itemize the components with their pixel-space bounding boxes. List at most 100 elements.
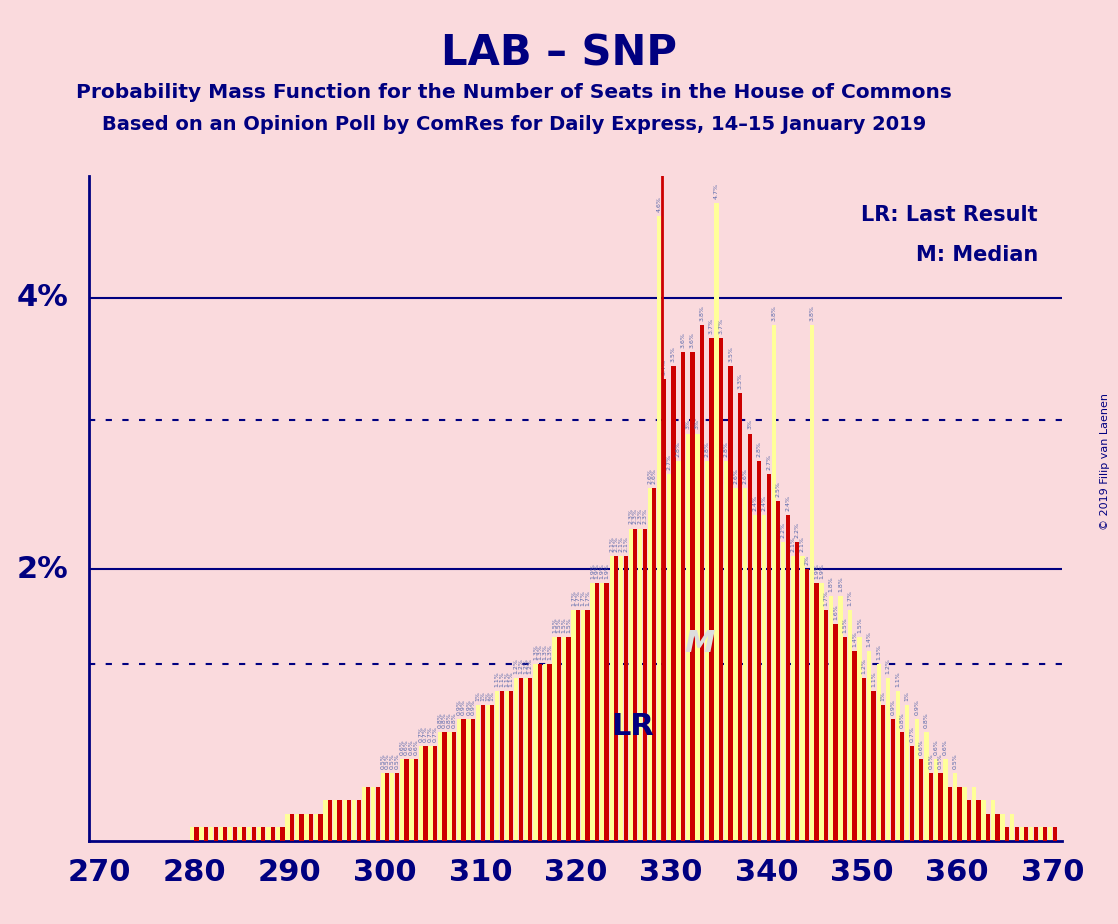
Bar	[218, 827, 222, 841]
Bar	[257, 827, 260, 841]
Bar	[571, 610, 576, 841]
Text: 0.9%: 0.9%	[461, 699, 466, 714]
Bar	[847, 610, 852, 841]
Bar	[743, 488, 747, 841]
Bar	[500, 691, 504, 841]
Text: 1.8%: 1.8%	[828, 577, 834, 592]
Text: 3%: 3%	[747, 419, 752, 430]
Bar	[633, 529, 637, 841]
Bar	[481, 705, 485, 841]
Text: Based on an Opinion Poll by ComRes for Daily Express, 14–15 January 2019: Based on an Opinion Poll by ComRes for D…	[102, 116, 927, 135]
Text: 0.5%: 0.5%	[390, 753, 395, 769]
Bar	[929, 773, 934, 841]
Text: 1.1%: 1.1%	[871, 672, 877, 687]
Text: 1.5%: 1.5%	[557, 617, 561, 633]
Text: 2.6%: 2.6%	[647, 468, 652, 484]
Text: 2.1%: 2.1%	[799, 536, 805, 552]
Bar	[414, 760, 418, 841]
Bar	[614, 555, 618, 841]
Bar	[314, 814, 319, 841]
Bar	[443, 732, 447, 841]
Text: 2.6%: 2.6%	[733, 468, 738, 484]
Text: 3%: 3%	[695, 419, 700, 430]
Bar	[338, 800, 342, 841]
Bar	[238, 827, 241, 841]
Bar	[938, 773, 942, 841]
Text: 3.5%: 3.5%	[728, 346, 733, 361]
Bar	[638, 529, 643, 841]
Text: 0.8%: 0.8%	[452, 712, 456, 728]
Text: 1%: 1%	[490, 691, 494, 701]
Bar	[771, 325, 776, 841]
Text: 1.3%: 1.3%	[538, 644, 542, 661]
Text: 2.3%: 2.3%	[633, 508, 637, 525]
Text: 3.6%: 3.6%	[681, 332, 685, 348]
Bar	[781, 542, 786, 841]
Text: 3.3%: 3.3%	[738, 372, 742, 389]
Bar	[452, 732, 456, 841]
Text: 1.2%: 1.2%	[514, 658, 519, 674]
Text: 2.5%: 2.5%	[776, 481, 780, 497]
Bar	[376, 786, 380, 841]
Bar	[509, 691, 513, 841]
Text: 0.9%: 0.9%	[456, 699, 462, 714]
Text: 2.4%: 2.4%	[752, 495, 757, 511]
Text: 1.7%: 1.7%	[585, 590, 590, 606]
Text: 0.6%: 0.6%	[414, 739, 418, 755]
Bar	[514, 678, 519, 841]
Bar	[309, 814, 313, 841]
Text: 2.3%: 2.3%	[628, 508, 633, 525]
Bar	[400, 760, 404, 841]
Bar	[963, 786, 967, 841]
Text: 1%: 1%	[475, 691, 481, 701]
Bar	[814, 583, 818, 841]
Bar	[562, 638, 566, 841]
Bar	[428, 746, 433, 841]
Text: 1.7%: 1.7%	[571, 590, 576, 606]
Bar	[380, 773, 385, 841]
Text: 1.5%: 1.5%	[561, 617, 567, 633]
Bar	[457, 719, 462, 841]
Bar	[833, 624, 837, 841]
Text: 1%: 1%	[904, 691, 910, 701]
Text: 1.9%: 1.9%	[590, 563, 595, 578]
Bar	[581, 610, 585, 841]
Text: 2.8%: 2.8%	[757, 441, 761, 456]
Text: LAB – SNP: LAB – SNP	[440, 32, 678, 74]
Bar	[819, 583, 824, 841]
Bar	[871, 691, 875, 841]
Bar	[390, 773, 395, 841]
Text: 1.9%: 1.9%	[814, 563, 818, 578]
Bar	[982, 800, 986, 841]
Text: 2.1%: 2.1%	[609, 536, 614, 552]
Text: 1.7%: 1.7%	[824, 590, 828, 606]
Bar	[709, 338, 713, 841]
Bar	[695, 433, 700, 841]
Text: 0.7%: 0.7%	[433, 726, 437, 742]
Bar	[490, 705, 494, 841]
Bar	[361, 786, 366, 841]
Text: 1.3%: 1.3%	[547, 644, 552, 661]
Text: 3.8%: 3.8%	[809, 305, 814, 321]
Text: 3.6%: 3.6%	[690, 332, 695, 348]
Text: 1.9%: 1.9%	[819, 563, 824, 578]
Text: 3%: 3%	[685, 419, 691, 430]
Text: 0.6%: 0.6%	[404, 739, 409, 755]
Bar	[476, 705, 481, 841]
Text: 1.2%: 1.2%	[519, 658, 523, 674]
Text: 0.9%: 0.9%	[915, 699, 919, 714]
Bar	[504, 691, 509, 841]
Bar	[915, 719, 919, 841]
Text: 2.1%: 2.1%	[614, 536, 618, 552]
Text: 1.5%: 1.5%	[566, 617, 571, 633]
Text: 0.7%: 0.7%	[418, 726, 424, 742]
Text: 2.4%: 2.4%	[761, 495, 767, 511]
Text: 1.1%: 1.1%	[896, 672, 900, 687]
Bar	[576, 610, 580, 841]
Bar	[862, 678, 866, 841]
Bar	[957, 786, 961, 841]
Text: 3.4%: 3.4%	[662, 359, 666, 375]
Bar	[447, 732, 452, 841]
Bar	[1053, 827, 1057, 841]
Bar	[462, 719, 466, 841]
